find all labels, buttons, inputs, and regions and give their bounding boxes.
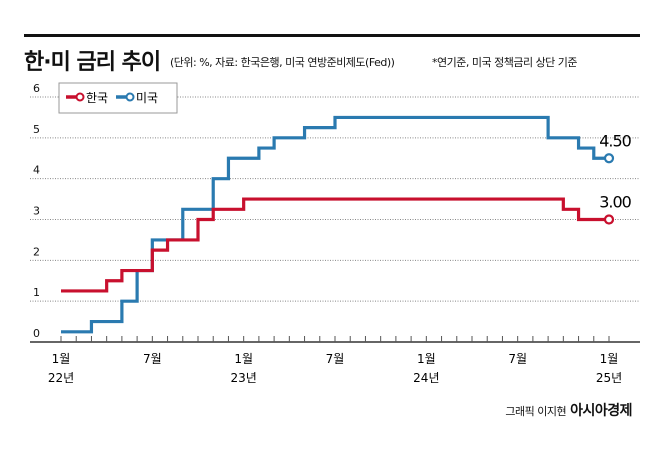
credit-author: 그래픽 이지현: [505, 405, 567, 418]
y-tick-label: 5: [33, 123, 40, 136]
legend-marker: [75, 92, 85, 102]
y-tick-label: 1: [33, 286, 40, 299]
x-tick-label-year: 23년: [231, 371, 257, 385]
end-value-label: 4.50: [599, 131, 631, 150]
legend-marker: [125, 92, 135, 102]
chart-subtitle: (단위: %, 자료: 한국은행, 미국 연방준비제도(Fed)): [170, 56, 395, 69]
publisher-logo: 아시아경제: [570, 403, 632, 419]
x-tick-label-month: 1월: [600, 352, 619, 366]
y-tick-label: 3: [33, 205, 40, 218]
x-tick-label-month: 1월: [52, 352, 71, 366]
x-tick-label-month: 7월: [143, 352, 162, 366]
x-tick-label-year: 25년: [596, 371, 622, 385]
chart-title: 한·미 금리 추이: [24, 50, 161, 75]
series-line-us: [61, 115, 609, 334]
top-rule: [24, 34, 640, 37]
series-line-korea: [61, 197, 609, 293]
legend-label: 한국: [86, 91, 108, 105]
x-tick-label-month: 7월: [326, 352, 345, 366]
y-tick-label: 4: [33, 164, 40, 177]
x-tick-label-year: 22년: [48, 371, 74, 385]
y-tick-label: 0: [33, 327, 40, 340]
credit: 그래픽 이지현 아시아경제: [505, 400, 632, 420]
end-marker: [603, 153, 615, 164]
end-value-label: 3.00: [599, 193, 631, 212]
chart-note: *연기준, 미국 정책금리 상단 기준: [432, 56, 578, 69]
y-tick-label: 2: [33, 245, 40, 258]
x-tick-label-month: 1월: [234, 352, 253, 366]
x-tick-label-year: 24년: [413, 371, 439, 385]
end-marker: [603, 214, 615, 225]
y-tick-label: 6: [33, 82, 40, 95]
x-tick-label-month: 1월: [417, 352, 436, 366]
x-tick-label-month: 7월: [508, 352, 527, 366]
legend-label: 미국: [136, 91, 158, 105]
